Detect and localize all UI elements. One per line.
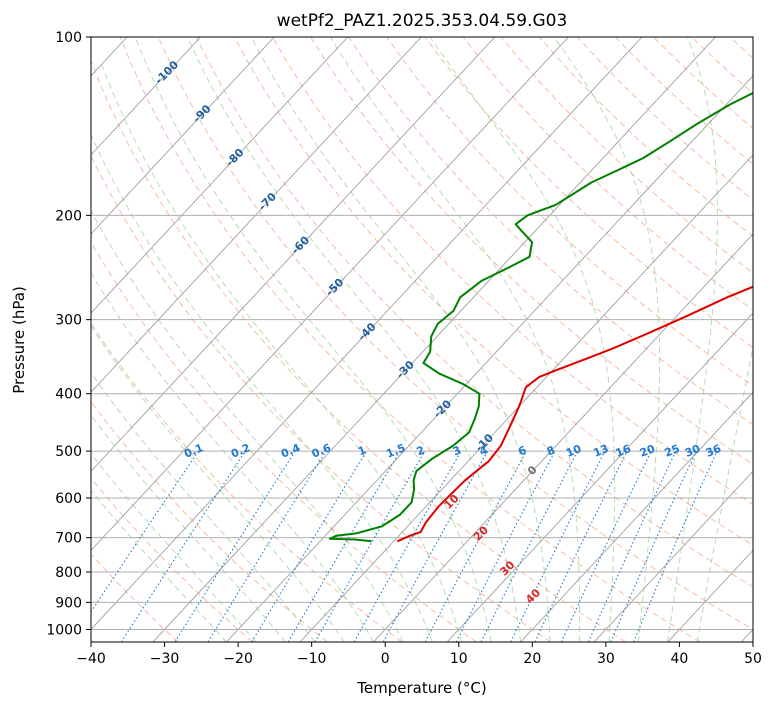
mixing-ratio-label: 16 — [614, 442, 633, 460]
isotherm-line — [91, 37, 496, 472]
mixing-ratio-lines — [91, 450, 718, 642]
isotherm-line — [91, 37, 349, 314]
mixing-ratio-label: 36 — [704, 442, 723, 460]
profile-series — [328, 91, 753, 543]
x-tick-label: 10 — [450, 651, 468, 667]
isotherm-line — [446, 312, 753, 642]
y-axis-label: Pressure (hPa) — [10, 286, 28, 394]
y-tick-label: 1000 — [46, 622, 82, 638]
x-tick-label: 40 — [671, 651, 689, 667]
dry-adiabat-line — [91, 154, 552, 642]
mixing-ratio-label: 3 — [451, 444, 463, 459]
moist-adiabat-line — [91, 414, 286, 642]
moist-adiabat-line — [250, 37, 551, 642]
mixing-ratio-label: 8 — [545, 443, 557, 458]
x-axis-label: Temperature (°C) — [356, 679, 486, 697]
plot-area: 0.1 0.2 0.4 0.6 1 1.5 2 3 4 6 8 10 13 16 20 25 30 36-100-… — [91, 37, 753, 642]
y-tick-label: 400 — [55, 387, 82, 403]
mixing-ratio-label: 25 — [663, 442, 682, 460]
mixing-ratio-line — [480, 450, 579, 642]
isotherm-line — [520, 391, 753, 642]
y-tick-label: 600 — [55, 491, 82, 507]
mixing-ratio-label: 20 — [638, 442, 657, 460]
chart-title: wetPf2_PAZ1.2025.353.04.59.G03 — [277, 11, 568, 31]
dry-adiabat-line — [272, 37, 753, 505]
isotherm-line — [91, 37, 201, 156]
mixing-ratio-line — [120, 450, 246, 642]
moist-adiabat-line — [667, 37, 718, 642]
dry-adiabat-line — [195, 37, 753, 588]
x-tick-label: −20 — [223, 651, 253, 667]
moist-adiabat-line — [187, 37, 522, 642]
mixing-ratio-label: 10 — [564, 442, 583, 460]
y-axis: 100 200 300 400 500 600 700 800 900 1000 — [46, 30, 91, 638]
moist-adiabat-line — [91, 371, 316, 642]
dry-adiabat-line — [91, 241, 477, 642]
y-tick-label: 100 — [55, 30, 82, 46]
y-tick-label: 500 — [55, 444, 82, 460]
x-tick-label: −30 — [150, 651, 180, 667]
mixing-ratio-line — [633, 450, 718, 642]
dry-adiabat-line — [233, 37, 753, 546]
y-tick-label: 700 — [55, 531, 82, 547]
mixing-ratio-label: 13 — [591, 442, 610, 460]
isotherm-line — [152, 37, 716, 642]
isotherm-line — [91, 37, 569, 552]
temperature-profile-line — [396, 285, 753, 543]
plot-frame — [90, 36, 754, 643]
mixing-ratio-line — [207, 450, 327, 642]
isotherm-line — [226, 75, 753, 642]
moist-adiabat-line — [91, 489, 227, 642]
isotherms — [91, 37, 753, 642]
mixing-ratio-line — [382, 450, 489, 642]
mixing-ratio-line — [91, 450, 199, 613]
moist-adiabat-line — [553, 37, 661, 642]
x-tick-label: −10 — [297, 651, 327, 667]
isotherm-line — [91, 37, 275, 235]
dry-adiabat-line — [119, 37, 701, 642]
x-tick-label: 20 — [523, 651, 541, 667]
isotherm-line — [373, 233, 753, 642]
moist-adiabat-line — [696, 344, 753, 642]
mixing-ratio-label: 2 — [415, 443, 427, 458]
x-axis: −40 −30 −20 −10 0 10 20 30 40 50 — [76, 642, 762, 667]
mixing-ratio-label: 1 — [356, 443, 368, 458]
mixing-ratio-label: 30 — [683, 442, 702, 460]
isotherm-line — [299, 154, 753, 642]
mixing-ratio-line — [353, 450, 462, 642]
moist-adiabat-line — [99, 61, 463, 642]
mixing-ratio-line — [610, 450, 697, 642]
x-tick-label: 50 — [744, 651, 762, 667]
isotherm-line — [91, 37, 643, 631]
dry-adiabat-line — [91, 477, 253, 642]
dry-adiabat-line — [91, 59, 626, 642]
mixing-ratio-line — [174, 450, 296, 642]
isotherm-line — [593, 470, 753, 642]
y-tick-label: 200 — [55, 208, 82, 224]
x-tick-label: −40 — [76, 651, 106, 667]
pressure-gridlines — [91, 37, 753, 630]
dry-adiabat-line — [157, 37, 753, 630]
x-tick-label: 30 — [597, 651, 615, 667]
moist-adiabat-line — [134, 37, 492, 642]
moist-adiabat-line — [91, 133, 433, 642]
dry-adiabat-line — [462, 37, 753, 311]
mixing-ratio-line — [510, 450, 606, 642]
y-tick-label: 800 — [55, 565, 82, 581]
moist-adiabat-line — [91, 209, 404, 642]
dewpoint-profile-line — [328, 91, 753, 543]
dry-adiabat-line — [91, 553, 179, 642]
isotherm-line — [91, 37, 422, 393]
moist-adiabat-line — [429, 37, 616, 642]
mixing-ratio-line — [424, 450, 527, 642]
x-tick-label: 0 — [381, 651, 390, 667]
y-tick-label: 900 — [55, 595, 82, 611]
y-tick-label: 300 — [55, 313, 82, 329]
moist-adiabat-line — [330, 37, 581, 642]
dry-adiabat-line — [424, 37, 753, 349]
